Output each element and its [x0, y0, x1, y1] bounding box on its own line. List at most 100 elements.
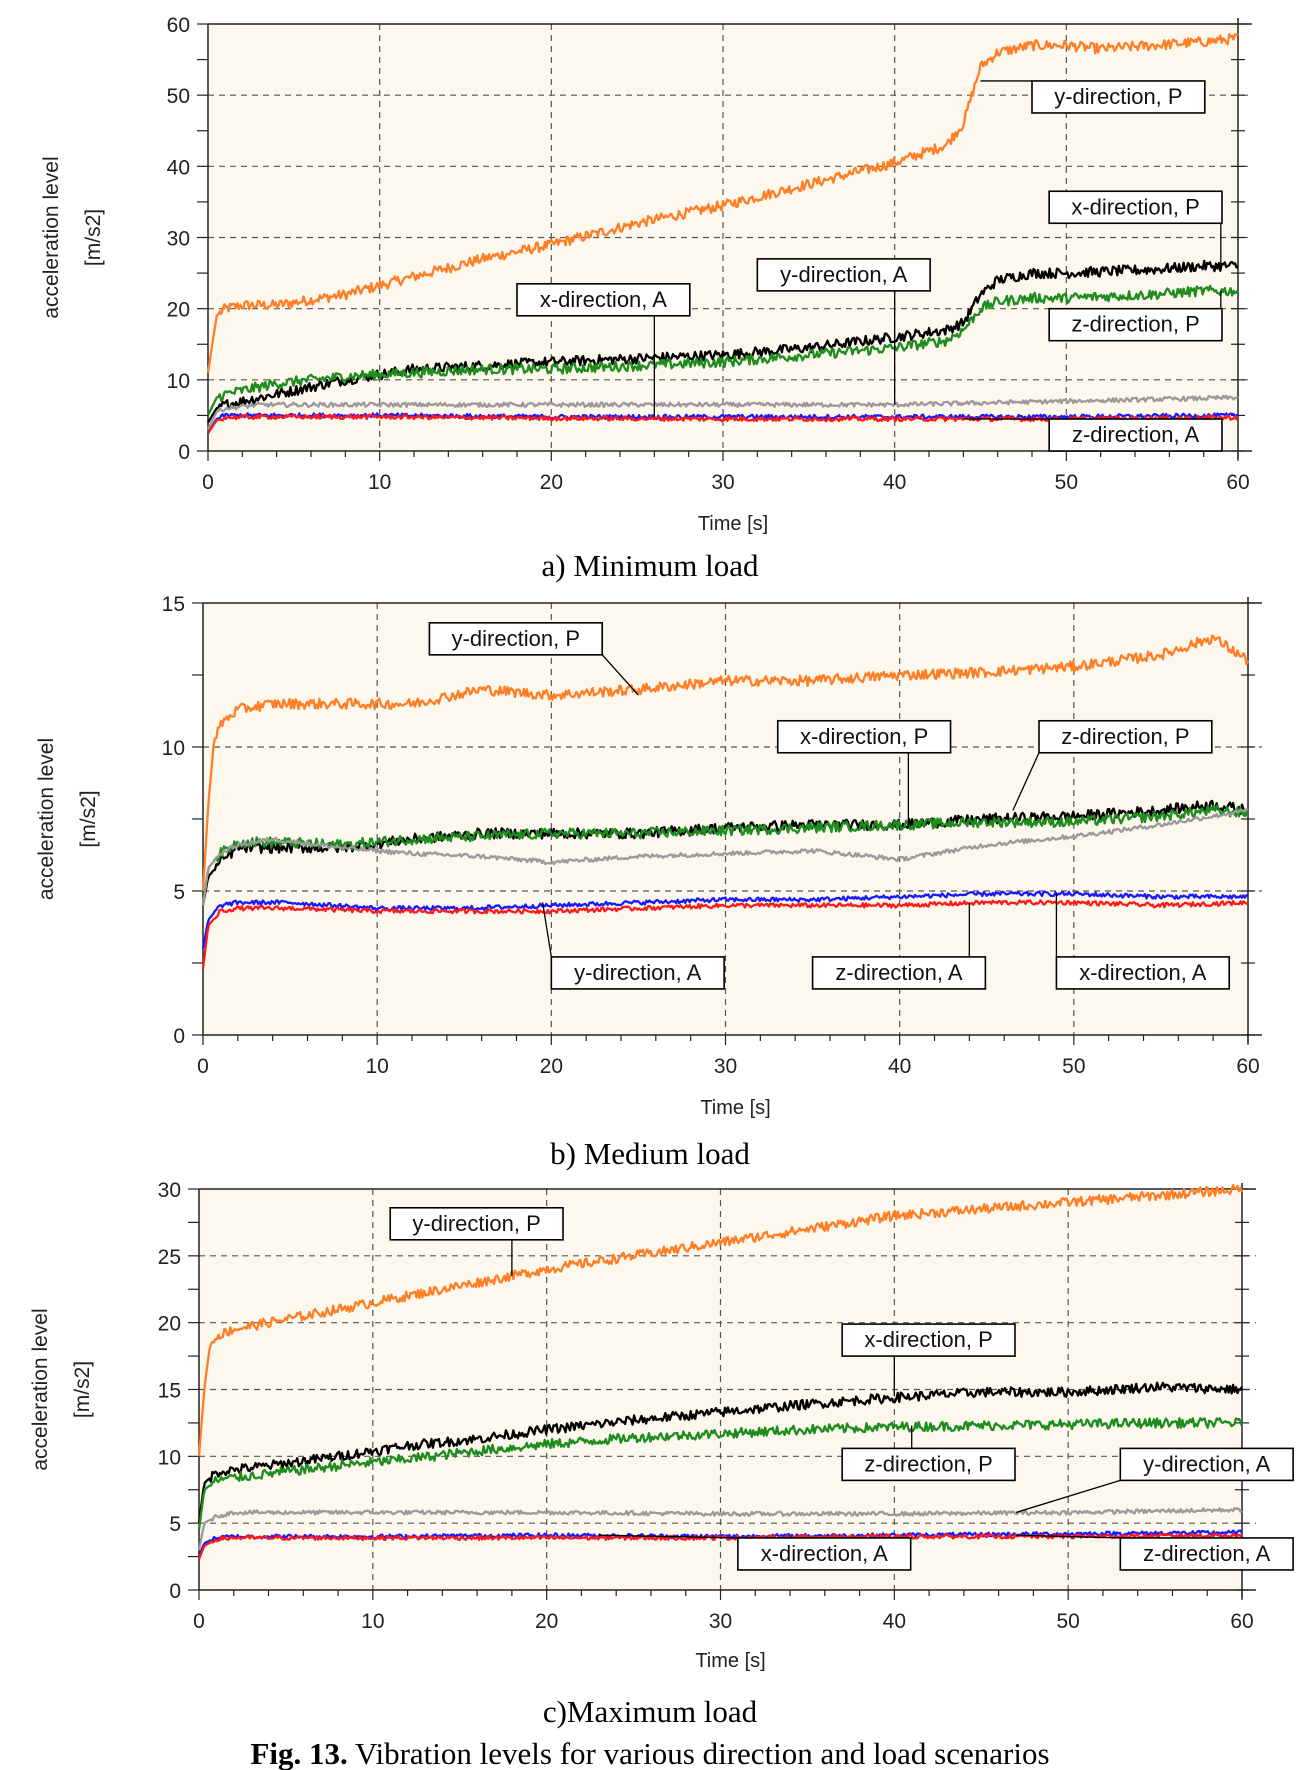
annotation-x-direction-a: x-direction, A [516, 282, 691, 417]
x-tick-label: 50 [1062, 1055, 1085, 1078]
annotation-z-direction-a: z-direction, A [963, 418, 1223, 452]
series-line-y-direction-p [197, 1183, 1244, 1457]
x-tick-label: 50 [1056, 1610, 1079, 1633]
x-tick-label: 10 [368, 471, 391, 494]
x-tick-label: 40 [883, 471, 906, 494]
annotation-leader [541, 902, 552, 958]
y-tick-label: 5 [173, 881, 185, 904]
annotation-y-direction-p: y-direction, P [980, 80, 1206, 114]
annotation-leader [1015, 1479, 1121, 1514]
x-tick-label: 30 [709, 1610, 732, 1633]
annotation-box [550, 956, 725, 990]
series-line-y-direction-p [201, 634, 1250, 892]
figure-caption-text: Vibration levels for various direction a… [348, 1736, 1050, 1770]
annotation-box [737, 1537, 912, 1571]
annotation-box [516, 282, 691, 317]
y-tick-label: 20 [158, 1313, 181, 1336]
annotation-box [1031, 80, 1206, 114]
y-tick-label: 25 [158, 1246, 181, 1269]
x-axis-label: Time [s] [698, 513, 768, 535]
annotation-box [1048, 307, 1223, 342]
annotation-box [428, 622, 604, 656]
chart-panel-1: 0 10 20 30 40 50 60 0 10 20 30 40 50 60 Time [s] accele… [40, 14, 1252, 583]
annotation-x-direction-a: x-direction, A [598, 1534, 912, 1571]
panel-caption: b) Medium load [550, 1136, 750, 1171]
annotation-box [756, 258, 931, 292]
y-axis-label: acceleration level [40, 156, 63, 318]
y-tick-label: 0 [169, 1580, 181, 1603]
y-tick-label: 10 [162, 737, 185, 760]
y-tick-label: 30 [167, 228, 190, 251]
x-tick-label: 40 [883, 1610, 906, 1633]
annotation-text: x-direction, A [761, 1541, 888, 1566]
y-tick-label: 0 [173, 1025, 185, 1048]
annotation-x-direction-p: x-direction, P [776, 719, 952, 828]
annotation-box [841, 1323, 1016, 1357]
annotation-x-direction-a: x-direction, A [1055, 893, 1231, 990]
y-tick-label: 15 [158, 1380, 181, 1403]
series-line-z-direction-p [197, 1417, 1244, 1530]
annotation-text: y-direction, A [1143, 1451, 1270, 1476]
annotation-box [776, 719, 952, 754]
annotation-text: z-direction, A [1072, 422, 1199, 447]
series-line-y-direction-p [206, 33, 1239, 373]
annotation-leader [1015, 1534, 1121, 1539]
annotation-x-direction-p: x-direction, P [1048, 190, 1223, 266]
x-tick-label: 50 [1055, 471, 1078, 494]
annotation-box [811, 956, 987, 990]
x-tick-label: 0 [202, 471, 214, 494]
annotation-box [1038, 719, 1213, 754]
x-tick-label: 20 [540, 471, 563, 494]
figure-caption: Fig. 13. Vibration levels for various di… [250, 1736, 1049, 1770]
series-line-x-direction-p [201, 799, 1249, 906]
annotation-text: z-direction, A [835, 960, 962, 985]
x-tick-label: 20 [540, 1055, 563, 1078]
annotation-leader [598, 1534, 738, 1539]
annotation-text: x-direction, P [800, 724, 928, 749]
annotation-leader [601, 654, 639, 696]
y-tick-label: 30 [158, 1179, 181, 1202]
x-tick-label: 60 [1236, 1055, 1259, 1078]
series-line-z-direction-a [201, 899, 1249, 969]
series-line-y-direction-a [201, 808, 1249, 906]
annotation-text: z-direction, P [1071, 312, 1199, 337]
annotation-box [1048, 418, 1223, 452]
x-axis-label: Time [s] [695, 1650, 765, 1672]
series-line-y-direction-a [197, 1506, 1243, 1551]
series-line-y-direction-a [206, 394, 1239, 431]
y-axis-label: acceleration level [29, 1308, 52, 1470]
y-axis-label: acceleration level [35, 738, 58, 900]
y-tick-label: 15 [162, 593, 185, 616]
annotation-text: x-direction, A [1079, 960, 1206, 985]
panel-caption: c)Maximum load [543, 1694, 758, 1729]
annotation-z-direction-p: z-direction, P [841, 1425, 1016, 1482]
y-tick-label: 50 [167, 85, 190, 108]
annotation-text: y-direction, A [780, 262, 907, 287]
y-axis-unit: [m/s2] [71, 1361, 94, 1418]
annotation-text: y-direction, P [412, 1211, 540, 1236]
series-line-z-direction-p [201, 804, 1250, 906]
annotation-text: y-direction, P [1054, 84, 1182, 109]
annotation-y-direction-a: y-direction, A [541, 902, 725, 990]
annotation-box [389, 1206, 564, 1241]
annotation-text: z-direction, P [864, 1451, 992, 1476]
x-tick-label: 30 [714, 1055, 737, 1078]
annotation-box [1055, 956, 1231, 990]
annotation-z-direction-p: z-direction, P [1048, 290, 1223, 342]
y-tick-label: 0 [178, 441, 190, 464]
annotation-z-direction-p: z-direction, P [1012, 719, 1213, 811]
y-tick-label: 10 [158, 1446, 181, 1469]
x-tick-label: 0 [193, 1610, 205, 1633]
x-tick-label: 60 [1230, 1610, 1253, 1633]
annotation-z-direction-a: z-direction, A [811, 902, 987, 990]
annotation-text: z-direction, A [1143, 1541, 1270, 1566]
series-line-z-direction-p [206, 284, 1239, 416]
annotation-text: x-direction, A [540, 287, 667, 312]
annotation-y-direction-a: y-direction, A [1015, 1447, 1294, 1514]
x-tick-label: 20 [535, 1610, 558, 1633]
series-line-x-direction-p [197, 1381, 1244, 1524]
y-tick-label: 20 [167, 299, 190, 322]
panel-caption: a) Minimum load [542, 548, 759, 583]
chart-panel-2: 0 5 10 15 0 10 20 30 40 50 60 Time [s] acceleration … [35, 593, 1262, 1171]
annotation-x-direction-p: x-direction, P [841, 1323, 1016, 1397]
